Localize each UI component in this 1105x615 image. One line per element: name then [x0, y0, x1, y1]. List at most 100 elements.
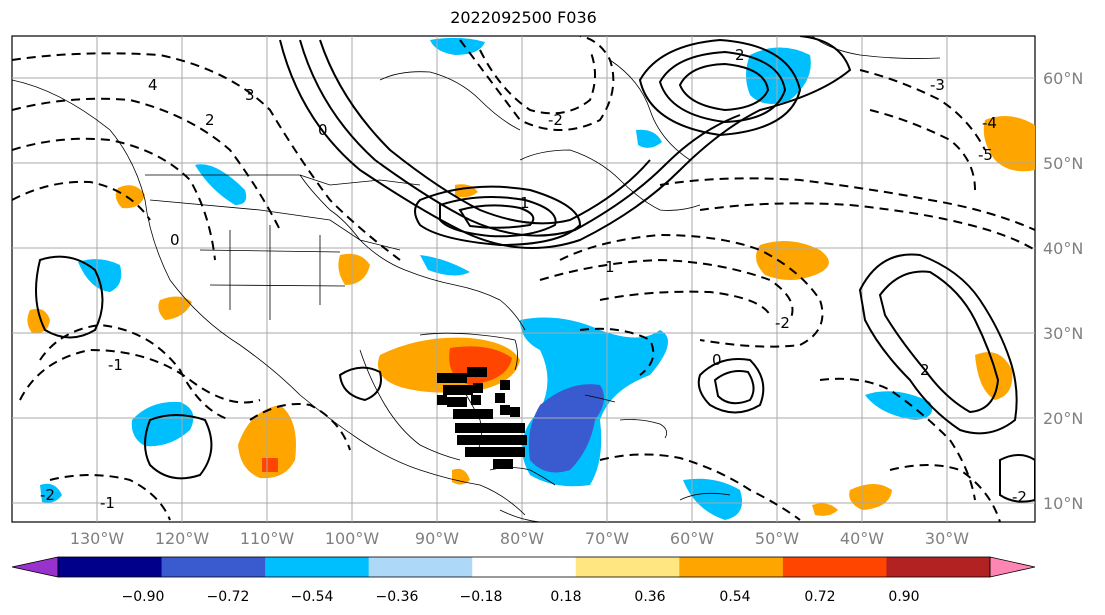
lon-label-130w: 130°W [70, 529, 125, 548]
significance-marker [453, 409, 463, 419]
significance-marker [471, 395, 481, 405]
significance-marker [500, 405, 510, 415]
lat-label-10n: 10°N [1043, 494, 1083, 513]
contour-label: 0 [170, 231, 180, 249]
lat-label-30n: 30°N [1043, 324, 1083, 343]
colorbar-segment [58, 557, 163, 577]
colorbar-outline [57, 556, 991, 578]
colorbar-segment [679, 557, 784, 577]
contour-label: 0 [712, 351, 722, 369]
contours-dashed [12, 36, 1035, 522]
contour-label: 2 [205, 111, 215, 129]
significance-marker [517, 435, 527, 445]
colorbar-segment [886, 557, 991, 577]
lon-label-70w: 70°W [585, 529, 629, 548]
lat-label-20n: 20°N [1043, 409, 1083, 428]
contour-label: -1 [108, 356, 123, 374]
significance-marker [507, 435, 517, 445]
lon-label-120w: 120°W [155, 529, 210, 548]
colorbar [11, 556, 1036, 578]
significance-marker [485, 423, 495, 433]
contour-label: -2 [775, 314, 790, 332]
colorbar-segment [161, 557, 266, 577]
significance-marker [467, 435, 477, 445]
significance-marker [447, 373, 457, 383]
significance-marker [510, 407, 520, 417]
colorbar-tick-label: 0.54 [719, 589, 750, 605]
significance-marker [437, 395, 447, 405]
colorbar-tick-label: 0.18 [550, 589, 581, 605]
significance-marker [500, 380, 510, 390]
significance-marker [443, 385, 453, 395]
lon-label-100w: 100°W [325, 529, 380, 548]
contour-label: 0 [318, 121, 328, 139]
contour-label: 1 [520, 194, 530, 212]
significance-marker [495, 393, 505, 403]
colorbar-tick-label: −0.90 [122, 589, 165, 605]
colorbar-ticks: −0.90 −0.72 −0.54 −0.36 −0.18 0.18 0.36 … [122, 589, 920, 605]
colorbar-tick-label: 0.90 [888, 589, 919, 605]
contour-label: 4 [148, 76, 158, 94]
colorbar-segment [575, 557, 680, 577]
lon-label-110w: 110°W [240, 529, 295, 548]
longitude-labels: 130°W 120°W 110°W 100°W 90°W 80°W 70°W 6… [70, 529, 969, 548]
lat-label-50n: 50°N [1043, 154, 1083, 173]
contour-label: -1 [100, 494, 115, 512]
lon-label-90w: 90°W [415, 529, 459, 548]
significance-marker [463, 409, 473, 419]
significance-markers [437, 367, 527, 469]
significance-marker [503, 459, 513, 469]
contour-label: -2 [40, 486, 55, 504]
colorbar-segment [782, 557, 887, 577]
lon-label-40w: 40°W [840, 529, 884, 548]
significance-marker [473, 409, 483, 419]
significance-marker [477, 435, 487, 445]
colorbar-extend-high [989, 556, 1036, 578]
significance-marker [493, 459, 503, 469]
significance-marker [495, 447, 505, 457]
contour-label: -2 [548, 111, 563, 129]
colorbar-tick-label: 0.72 [804, 589, 835, 605]
significance-marker [515, 447, 525, 457]
latitude-labels: 60°N 50°N 40°N 30°N 20°N 10°N [1043, 69, 1083, 513]
colorbar-segment [472, 557, 577, 577]
contour-labels: 4 3 2 1 0 -1 -2 -3 -4 -5 2 0 -2 1 2 -2 0… [40, 46, 1027, 512]
significance-marker [437, 373, 447, 383]
colorbar-extend-low [11, 556, 59, 578]
map-title: 2022092500 F036 [450, 8, 597, 27]
lon-label-50w: 50°W [755, 529, 799, 548]
lon-label-30w: 30°W [925, 529, 969, 548]
contour-label: -2 [1012, 488, 1027, 506]
significance-marker [475, 423, 485, 433]
significance-marker [453, 385, 463, 395]
significance-marker [457, 373, 467, 383]
significance-marker [487, 435, 497, 445]
significance-marker [473, 383, 483, 393]
colorbar-tick-label: −0.54 [291, 589, 334, 605]
contours-solid [35, 36, 1035, 503]
contour-label: 2 [735, 46, 745, 64]
significance-marker [465, 447, 475, 457]
contour-label: 1 [605, 258, 615, 276]
colorbar-tick-label: −0.18 [460, 589, 503, 605]
significance-marker [495, 423, 505, 433]
significance-marker [457, 435, 467, 445]
significance-marker [485, 447, 495, 457]
contour-label: -5 [978, 146, 993, 164]
colorbar-tick-label: −0.72 [207, 589, 250, 605]
colorbar-tick-label: −0.36 [376, 589, 419, 605]
significance-marker [455, 423, 465, 433]
significance-marker [497, 435, 507, 445]
lon-label-60w: 60°W [670, 529, 714, 548]
significance-marker [483, 409, 493, 419]
contour-label: 2 [920, 361, 930, 379]
significance-marker [447, 397, 457, 407]
lat-label-60n: 60°N [1043, 69, 1083, 88]
significance-marker [515, 423, 525, 433]
lat-label-40n: 40°N [1043, 239, 1083, 258]
significance-marker [505, 447, 515, 457]
contour-label: 3 [245, 86, 255, 104]
colorbar-segment [368, 557, 473, 577]
significance-marker [475, 447, 485, 457]
